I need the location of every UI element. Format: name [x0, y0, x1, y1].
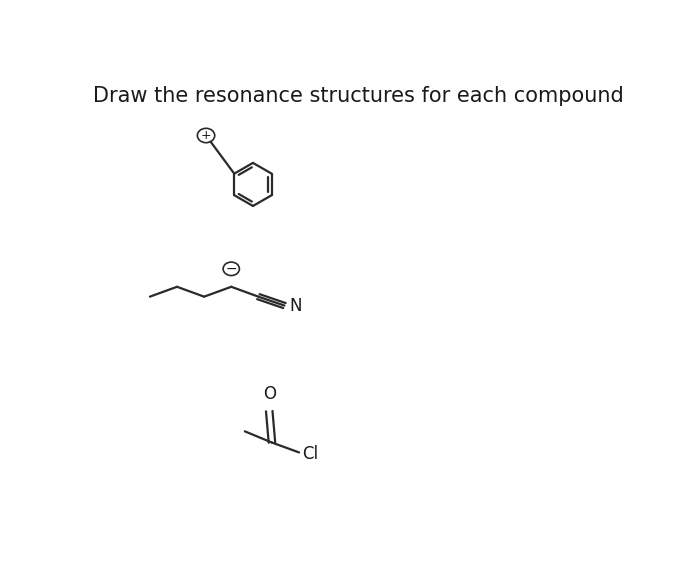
- Text: N: N: [290, 297, 302, 315]
- Text: −: −: [225, 262, 237, 276]
- Text: Draw the resonance structures for each compound: Draw the resonance structures for each c…: [93, 86, 624, 106]
- Text: Cl: Cl: [302, 445, 318, 463]
- Text: O: O: [262, 385, 276, 403]
- Text: +: +: [201, 129, 211, 142]
